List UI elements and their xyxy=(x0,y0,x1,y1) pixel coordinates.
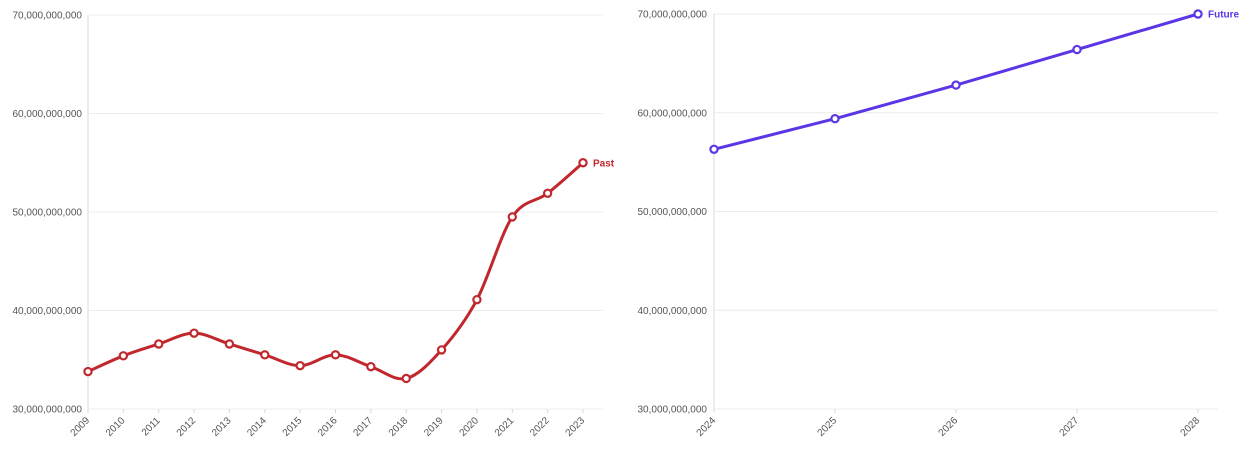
x-tick-label: 2014 xyxy=(245,415,269,439)
x-tick-label: 2023 xyxy=(564,415,588,439)
data-point xyxy=(578,158,588,168)
data-point xyxy=(224,339,235,349)
chart-2: 30,000,000,000 40,000,000,000 50,000,000,0… xyxy=(637,9,1240,439)
x-tick-label: 2019 xyxy=(422,415,446,439)
y-tick-label: 60,000,000,000 xyxy=(637,108,707,119)
y-tick-label: 70,000,000,000 xyxy=(637,10,707,21)
x-tick-label: 2026 xyxy=(937,415,961,439)
data-point xyxy=(709,144,719,154)
data-point xyxy=(118,351,129,361)
x-tick-label: 2013 xyxy=(210,415,234,439)
data-point xyxy=(542,188,553,198)
y-tick-label: 60,000,000,000 xyxy=(12,109,82,120)
series-label: Future xyxy=(1208,10,1240,21)
y-tick-label: 50,000,000,000 xyxy=(637,207,707,218)
x-tick-label: 2020 xyxy=(458,415,482,439)
x-tick-label: 2027 xyxy=(1058,415,1082,439)
y-tick-label: 50,000,000,000 xyxy=(12,208,82,219)
data-point xyxy=(507,212,517,222)
x-tick-label: 2022 xyxy=(528,415,552,439)
y-tick-label: 30,000,000,000 xyxy=(637,405,707,416)
x-tick-label: 2010 xyxy=(104,415,128,439)
x-tick-label: 2011 xyxy=(140,415,163,438)
y-tick-label: 70,000,000,000 xyxy=(12,11,82,22)
x-tick-label: 2021 xyxy=(493,415,517,439)
y-tick-label: 40,000,000,000 xyxy=(637,306,707,317)
y-tick-label: 40,000,000,000 xyxy=(12,306,82,317)
x-tick-label: 2015 xyxy=(281,415,305,439)
data-point xyxy=(154,339,164,349)
data-point xyxy=(330,350,341,360)
x-tick-label: 2009 xyxy=(69,415,93,439)
data-point xyxy=(1072,44,1082,55)
x-tick-label: 2012 xyxy=(175,415,199,439)
data-point xyxy=(83,366,93,377)
data-point xyxy=(472,294,482,305)
data-point xyxy=(951,80,961,90)
data-point xyxy=(260,350,270,360)
y-tick-label: 30,000,000,000 xyxy=(12,405,82,416)
x-tick-label: 2017 xyxy=(351,415,375,439)
data-point xyxy=(366,361,376,372)
data-point xyxy=(436,345,447,355)
data-point xyxy=(401,373,411,384)
series-label: Past xyxy=(593,158,615,169)
x-tick-label: 2025 xyxy=(816,415,840,439)
data-point xyxy=(1193,9,1203,19)
data-point xyxy=(295,360,305,371)
data-point xyxy=(189,328,199,338)
x-tick-label: 2028 xyxy=(1179,415,1203,439)
x-tick-label: 2016 xyxy=(316,415,340,439)
data-point xyxy=(830,113,840,124)
x-tick-label: 2024 xyxy=(695,415,719,439)
chart-1: 30,000,000,000 40,000,000,000 50,000,000,0… xyxy=(12,11,614,439)
x-tick-label: 2018 xyxy=(387,415,411,439)
